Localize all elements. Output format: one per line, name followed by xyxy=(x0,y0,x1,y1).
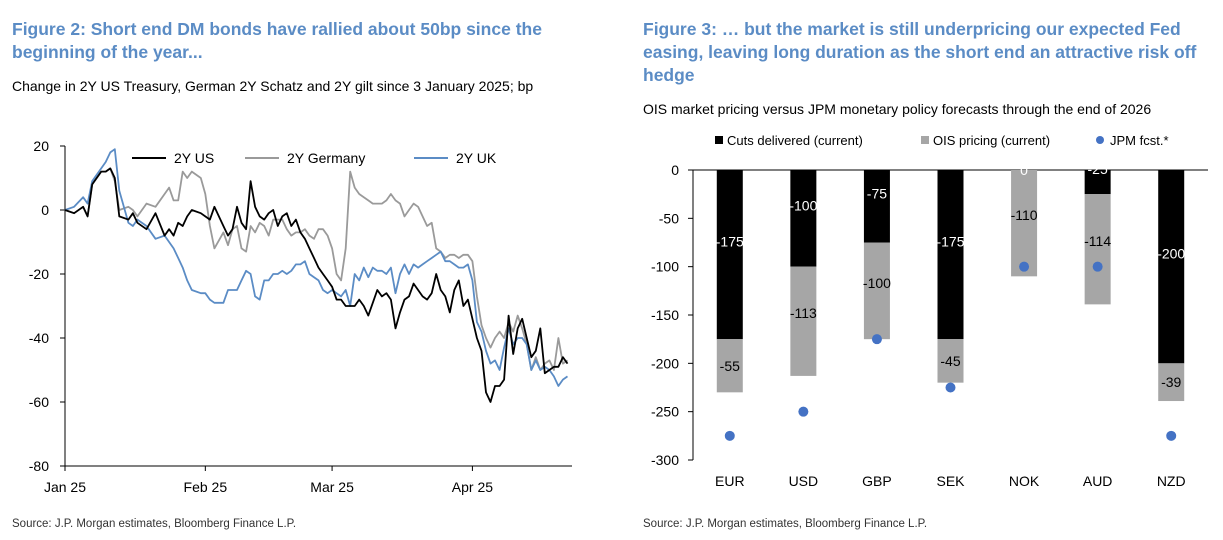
point-jpm-forecast xyxy=(798,406,809,417)
point-jpm-forecast xyxy=(1166,430,1177,441)
bar-ois-pricing xyxy=(790,266,817,376)
figure-3-subtitle: OIS market pricing versus JPM monetary p… xyxy=(643,101,1152,117)
label-cuts-delivered: -75 xyxy=(867,185,887,201)
point-jpm-forecast xyxy=(1019,261,1030,272)
y-tick-label: -20 xyxy=(29,266,49,282)
label-ois-pricing: -45 xyxy=(940,353,960,369)
x-tick-label: Feb 25 xyxy=(184,479,228,495)
point-jpm-forecast xyxy=(945,382,956,393)
bar-ois-pricing xyxy=(863,242,890,340)
y-tick-label: -40 xyxy=(29,330,49,346)
label-ois-pricing: -113 xyxy=(790,305,817,321)
y-tick-label: 0 xyxy=(671,162,679,178)
line-chart-axes: 20 0 -20 -40 -60 -80 Jan 25 Feb 25 Mar 25 Apr 25 xyxy=(29,138,572,495)
legend-label: OIS pricing (current) xyxy=(933,133,1050,148)
point-jpm-forecast xyxy=(871,334,882,345)
legend-swatch xyxy=(921,136,929,144)
figure-2-title: Figure 2: Short end DM bonds have rallie… xyxy=(12,19,542,62)
x-tick-label: NZD xyxy=(1157,473,1186,489)
y-tick-label: -250 xyxy=(651,404,679,420)
x-tick-label: SEK xyxy=(936,473,965,489)
legend-label: JPM fcst.* xyxy=(1110,133,1169,148)
series-line-2y-uk xyxy=(64,148,569,387)
label-ois-pricing: -39 xyxy=(1161,374,1181,390)
label-ois-pricing: -55 xyxy=(720,358,740,374)
label-cuts-delivered: -175 xyxy=(716,234,744,250)
x-tick-label: Apr 25 xyxy=(452,479,493,495)
legend-label: 2Y US xyxy=(174,150,214,166)
label-ois-pricing: -100 xyxy=(863,275,891,291)
series-line-2y-us xyxy=(64,167,569,403)
y-tick-label: -60 xyxy=(29,394,49,410)
bar-ois-pricing xyxy=(1011,170,1038,277)
bar-chart-bars: -175 -55 -100 -113 -75 -100 -175 -45 0 -110 -25 -11… xyxy=(716,161,1185,441)
figure-3-title: Figure 3: … but the market is still unde… xyxy=(643,19,1197,85)
figure-3-source: Source: J.P. Morgan estimates, Bloomberg… xyxy=(643,518,928,530)
bar-cuts-delivered xyxy=(790,170,817,267)
x-tick-label: Mar 25 xyxy=(310,479,354,495)
bar-ois-pricing xyxy=(1084,194,1111,305)
label-cuts-delivered: -25 xyxy=(1088,161,1108,177)
figure-2-subtitle: Change in 2Y US Treasury, German 2Y Scha… xyxy=(12,78,534,94)
x-tick-label: USD xyxy=(789,473,819,489)
bar-cuts-delivered xyxy=(863,170,890,243)
legend-swatch xyxy=(715,136,723,144)
label-cuts-delivered: -175 xyxy=(936,234,964,250)
point-jpm-forecast xyxy=(724,430,735,441)
y-tick-label: -200 xyxy=(651,355,679,371)
x-tick-label: Jan 25 xyxy=(44,479,86,495)
bar-cuts-delivered xyxy=(1158,170,1185,364)
figure-2-source: Source: J.P. Morgan estimates, Bloomberg… xyxy=(12,518,297,530)
legend-label: Cuts delivered (current) xyxy=(727,133,863,148)
legend-label: 2Y UK xyxy=(456,150,497,166)
bar-cuts-delivered xyxy=(937,170,964,340)
figure-2-panel: Figure 2: Short end DM bonds have rallie… xyxy=(0,0,610,540)
y-tick-label: -300 xyxy=(651,452,679,468)
legend-swatch xyxy=(1096,136,1104,144)
x-tick-label: NOK xyxy=(1009,473,1040,489)
y-tick-label: -80 xyxy=(29,458,49,474)
y-tick-label: 0 xyxy=(41,202,49,218)
label-cuts-delivered: -100 xyxy=(789,197,817,213)
y-tick-label: -100 xyxy=(651,259,679,275)
y-tick-label: -150 xyxy=(651,307,679,323)
legend-label: 2Y Germany xyxy=(287,150,365,166)
line-chart-legend: 2Y US 2Y Germany 2Y UK xyxy=(132,150,497,166)
label-cuts-delivered: 0 xyxy=(1020,162,1028,178)
line-chart-series xyxy=(64,148,569,403)
x-tick-label: AUD xyxy=(1083,473,1113,489)
bar-ois-pricing xyxy=(937,339,964,383)
point-jpm-forecast xyxy=(1092,261,1103,272)
bar-chart-legend: Cuts delivered (current) OIS pricing (cur… xyxy=(715,133,1169,148)
label-cuts-delivered: -200 xyxy=(1157,246,1185,262)
y-tick-label: 20 xyxy=(33,138,49,154)
x-tick-label: EUR xyxy=(715,473,745,489)
bar-cuts-delivered xyxy=(1084,170,1111,195)
bar-cuts-delivered xyxy=(716,170,743,340)
figure-3-panel: Figure 3: … but the market is still unde… xyxy=(643,0,1223,540)
series-line-2y-germany xyxy=(64,167,569,371)
bar-ois-pricing xyxy=(716,339,743,393)
x-tick-label: GBP xyxy=(862,473,892,489)
y-tick-label: -50 xyxy=(659,210,679,226)
label-ois-pricing: -114 xyxy=(1084,233,1111,249)
label-ois-pricing: -110 xyxy=(1011,207,1038,223)
bar-ois-pricing xyxy=(1158,363,1185,402)
